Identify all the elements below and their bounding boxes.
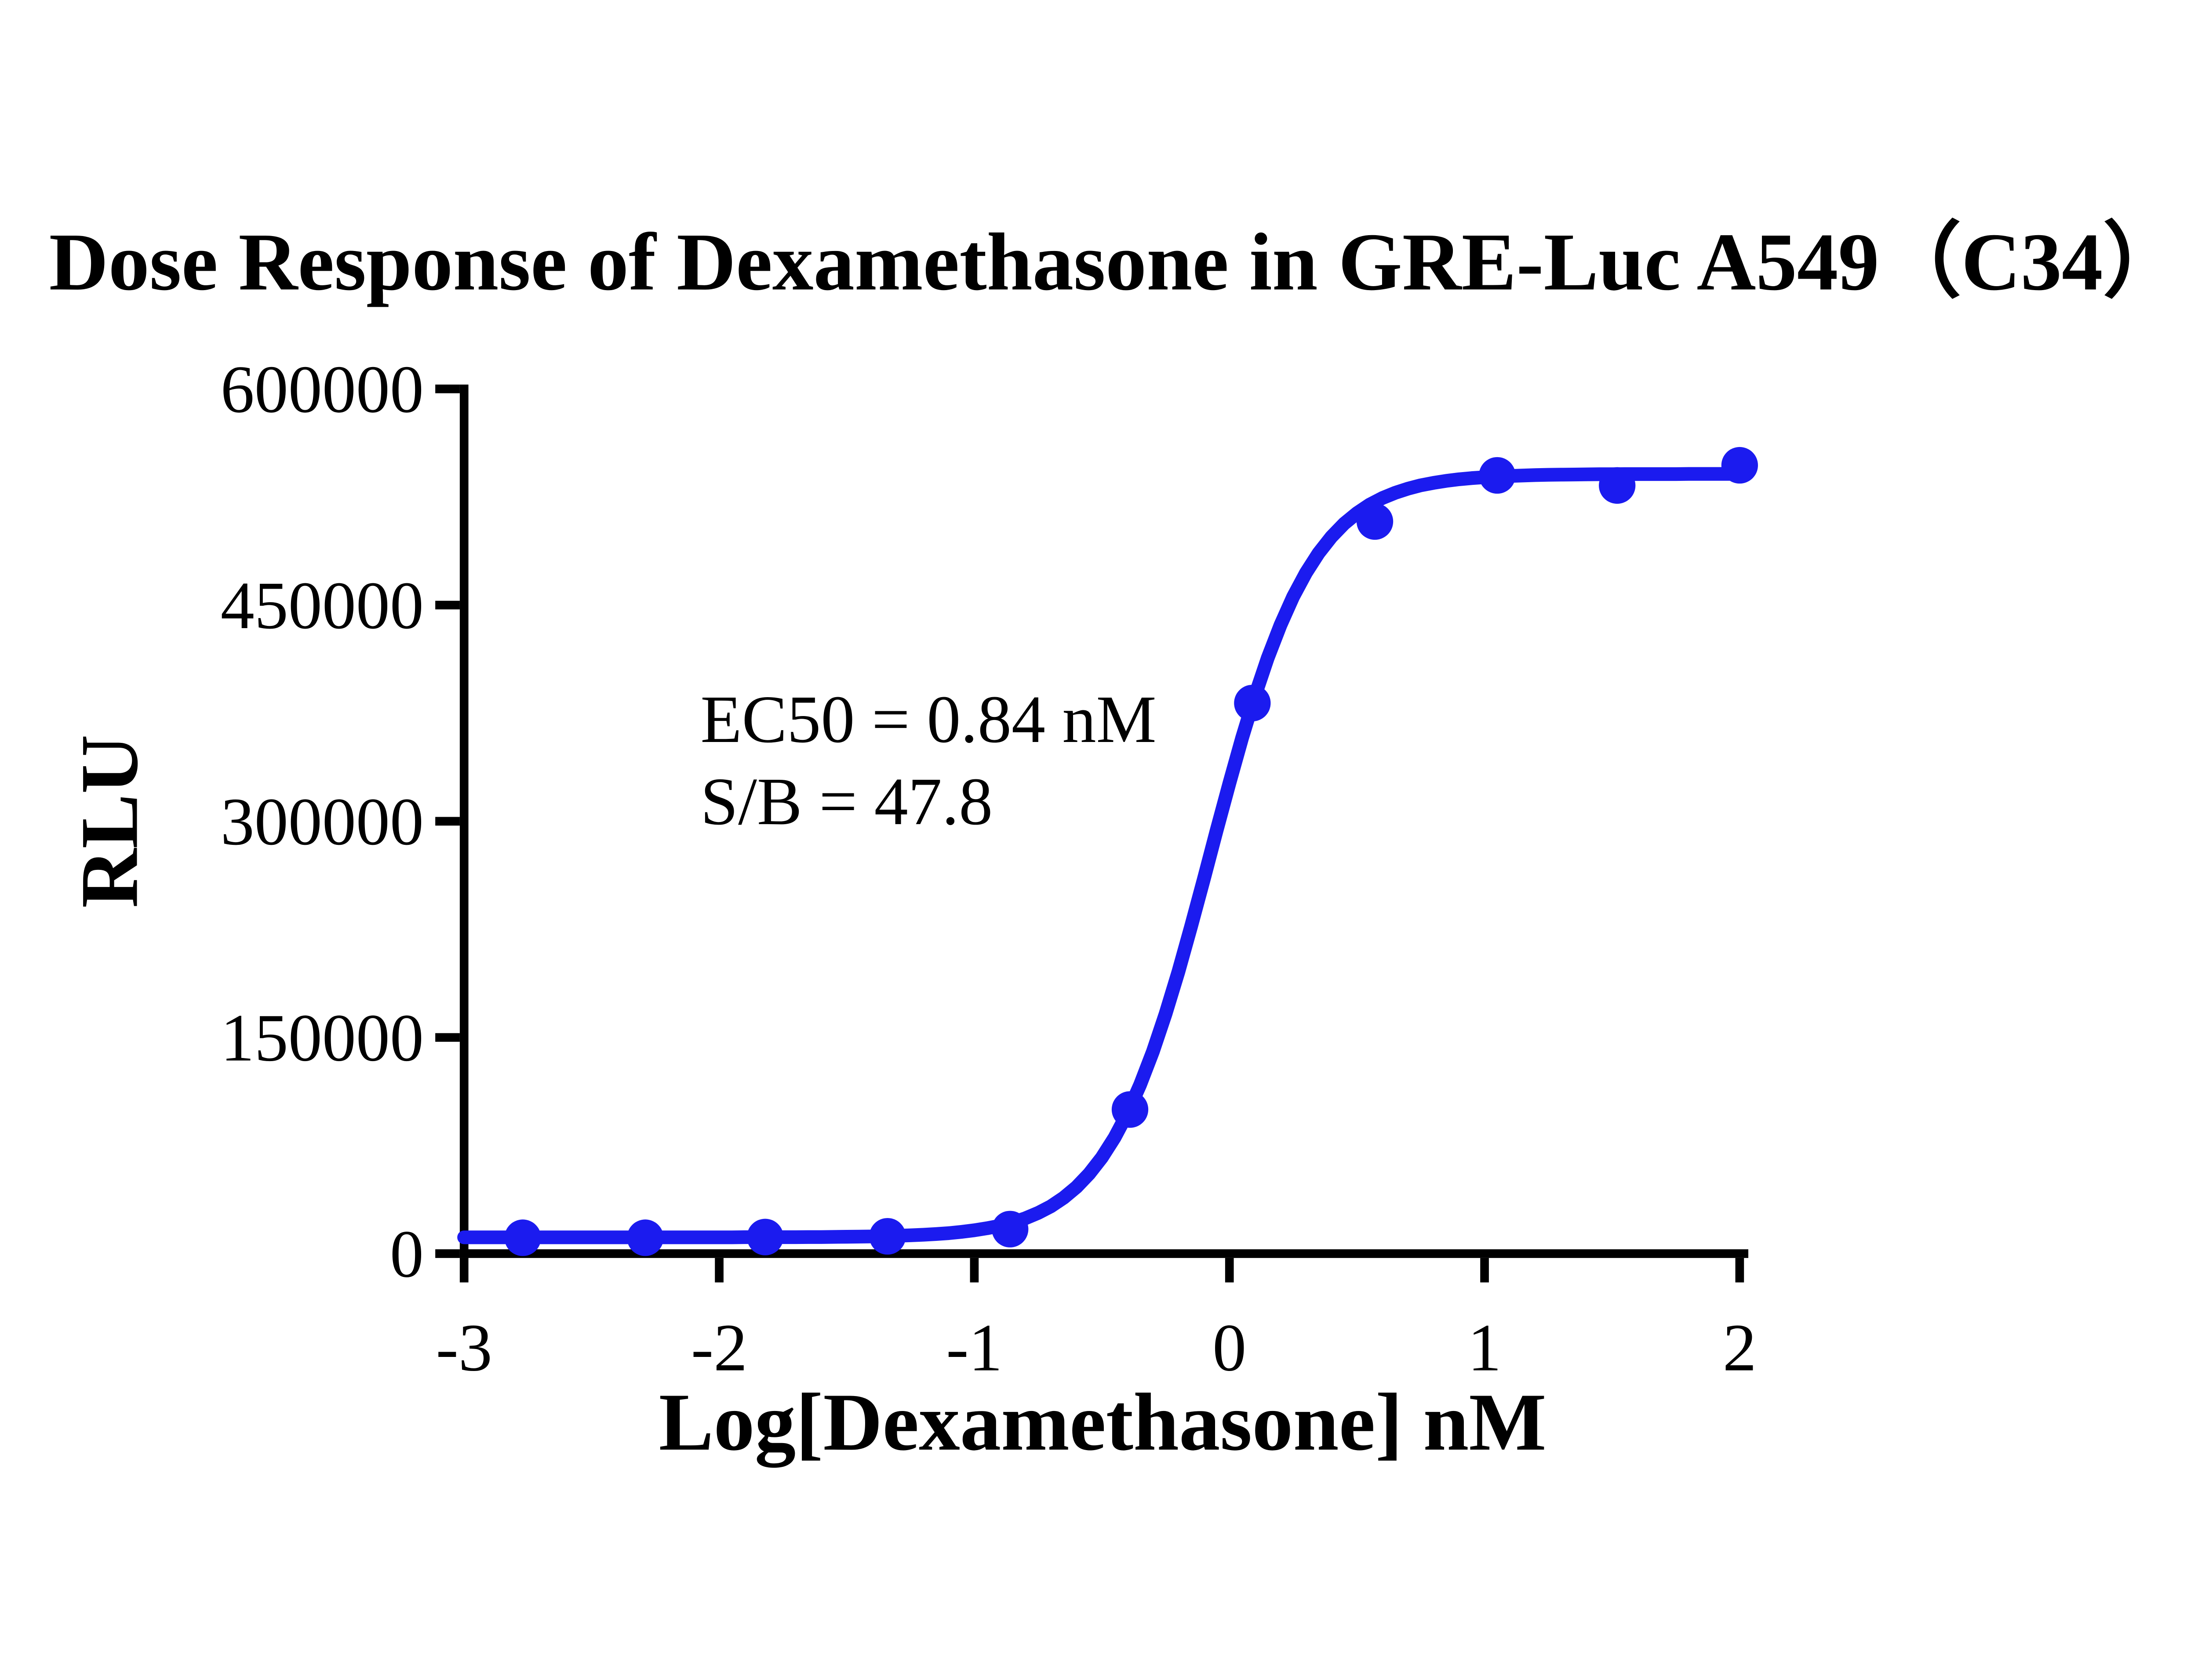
data-point-marker bbox=[1234, 684, 1271, 722]
annotation-ec50: EC50 = 0.84 nM bbox=[700, 682, 1156, 757]
y-tick-label: 600000 bbox=[221, 352, 424, 427]
chart-title: Dose Response of Dexamethasone in GRE-Lu… bbox=[49, 217, 2185, 308]
y-tick-label: 300000 bbox=[221, 785, 424, 859]
x-tick-label: 0 bbox=[1212, 1311, 1246, 1385]
y-tick-label: 450000 bbox=[221, 568, 424, 643]
axes bbox=[459, 384, 1749, 1258]
data-point-marker bbox=[992, 1211, 1029, 1247]
x-tick-label: 1 bbox=[1468, 1311, 1502, 1385]
x-axis-title: Log[Dexamethasone] nM bbox=[659, 1377, 1547, 1468]
y-tick-label: 150000 bbox=[221, 1001, 424, 1076]
y-tick-label: 0 bbox=[390, 1217, 424, 1291]
data-point-marker bbox=[1599, 467, 1636, 504]
data-point-marker bbox=[747, 1218, 784, 1255]
x-tick-label: -1 bbox=[946, 1311, 1002, 1385]
data-point-marker bbox=[1111, 1091, 1149, 1128]
data-point-marker bbox=[627, 1219, 664, 1256]
data-point-marker bbox=[504, 1219, 541, 1256]
data-point-marker bbox=[1721, 447, 1758, 484]
fit-curve bbox=[457, 467, 1747, 1244]
y-axis-title: RLU bbox=[64, 735, 155, 908]
x-tick-label: -3 bbox=[436, 1311, 492, 1385]
x-tick-label: -2 bbox=[691, 1311, 747, 1385]
x-tick-label: 2 bbox=[1723, 1311, 1757, 1385]
data-point-marker bbox=[869, 1218, 906, 1255]
fit-curve-path bbox=[457, 467, 1747, 1244]
x-axis-ticks: -3 -2 -1 0 1 2 bbox=[436, 1258, 1757, 1385]
data-point-marker bbox=[1356, 503, 1394, 540]
data-point-marker bbox=[1479, 457, 1516, 494]
y-axis-ticks: 0 150000 300000 450000 600000 bbox=[221, 352, 460, 1291]
data-points bbox=[504, 447, 1758, 1256]
annotation-signal-to-background: S/B = 47.8 bbox=[700, 764, 993, 839]
